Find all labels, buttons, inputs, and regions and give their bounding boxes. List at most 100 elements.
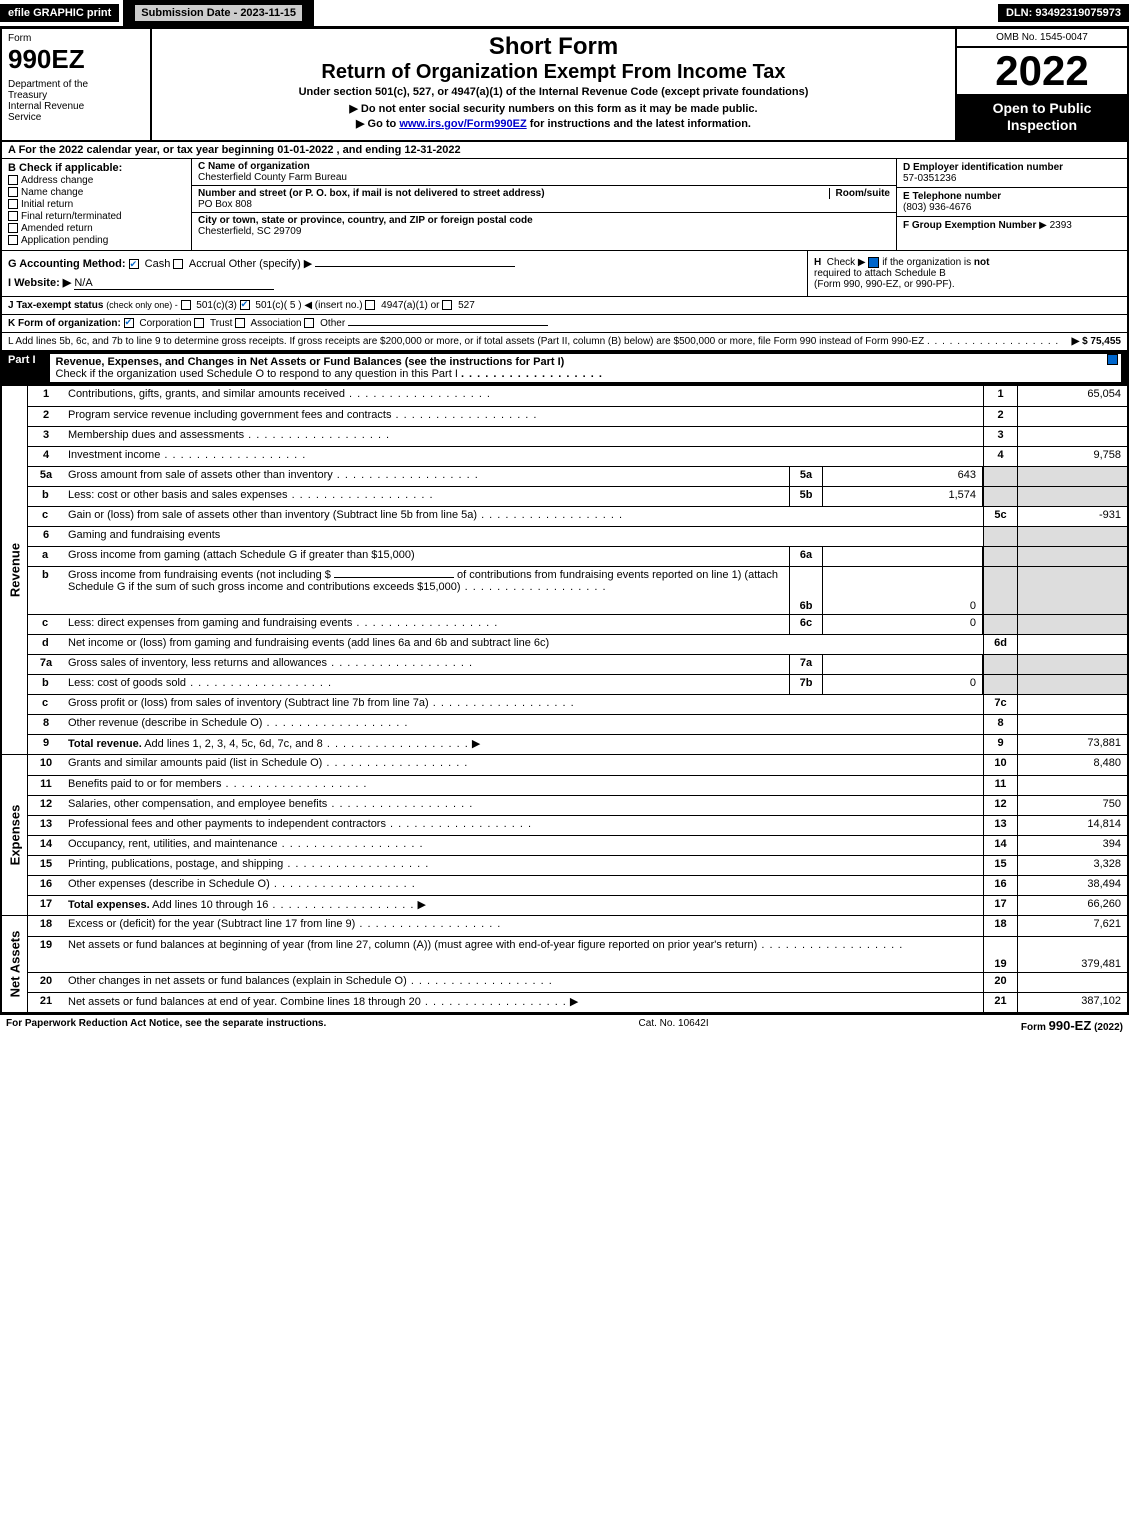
line-19: 19 Net assets or fund balances at beginn… bbox=[28, 936, 1127, 972]
k-label: K Form of organization: bbox=[8, 318, 121, 329]
top-bar: efile GRAPHIC print Submission Date - 20… bbox=[0, 0, 1129, 27]
h-text1: Check ▶ bbox=[827, 257, 866, 268]
line-6: 6 Gaming and fundraising events bbox=[28, 526, 1127, 546]
h-text2: if the organization is bbox=[882, 257, 971, 268]
line-6c: c Less: direct expenses from gaming and … bbox=[28, 614, 1127, 634]
cb-application-pending[interactable]: Application pending bbox=[8, 235, 185, 246]
g-label: G Accounting Method: bbox=[8, 258, 126, 270]
l-text: L Add lines 5b, 6c, and 7b to line 9 to … bbox=[8, 336, 924, 347]
line-l: L Add lines 5b, 6c, and 7b to line 9 to … bbox=[0, 333, 1129, 351]
cb-corporation[interactable] bbox=[124, 318, 134, 328]
dots-icon bbox=[927, 336, 1059, 347]
footer-right: Form 990-EZ (2022) bbox=[1021, 1018, 1123, 1033]
h-text4: (Form 990, 990-EZ, or 990-PF). bbox=[814, 279, 955, 290]
other-specify-input[interactable] bbox=[315, 266, 515, 267]
footer-center: Cat. No. 10642I bbox=[639, 1018, 709, 1033]
phone-label: E Telephone number bbox=[903, 191, 1001, 202]
open-public-badge: Open to Public Inspection bbox=[957, 94, 1127, 140]
cb-initial-return[interactable]: Initial return bbox=[8, 199, 185, 210]
line-6b: b Gross income from fundraising events (… bbox=[28, 566, 1127, 614]
line-10: 10 Grants and similar amounts paid (list… bbox=[28, 755, 1127, 775]
line-21: 21 Net assets or fund balances at end of… bbox=[28, 992, 1127, 1012]
l-value: ▶ $ 75,455 bbox=[1072, 336, 1121, 347]
revenue-section: Revenue 1 Contributions, gifts, grants, … bbox=[0, 386, 1129, 755]
city-value: Chesterfield, SC 29709 bbox=[198, 226, 301, 237]
org-name: Chesterfield County Farm Bureau bbox=[198, 172, 347, 183]
section-b-head: B Check if applicable: bbox=[8, 162, 185, 174]
line-17: 17 Total expenses. Add lines 10 through … bbox=[28, 895, 1127, 915]
phone-value: (803) 936-4676 bbox=[903, 202, 971, 213]
expenses-label: Expenses bbox=[2, 755, 28, 915]
line-7b: b Less: cost of goods sold 7b 0 bbox=[28, 674, 1127, 694]
line-13: 13 Professional fees and other payments … bbox=[28, 815, 1127, 835]
line-6d: d Net income or (loss) from gaming and f… bbox=[28, 634, 1127, 654]
efile-print-link[interactable]: efile GRAPHIC print bbox=[0, 4, 119, 22]
tax-year: 2022 bbox=[957, 48, 1127, 94]
cb-trust[interactable] bbox=[194, 318, 204, 328]
section-b: B Check if applicable: Address change Na… bbox=[2, 159, 192, 250]
name-label: C Name of organization bbox=[198, 161, 310, 172]
line-i: I Website: ▶ N/A bbox=[8, 276, 801, 290]
line-11: 11 Benefits paid to or for members 11 bbox=[28, 775, 1127, 795]
j-label: J Tax-exempt status bbox=[8, 300, 103, 311]
line-g: G Accounting Method: Cash Accrual Other … bbox=[8, 257, 801, 270]
net-assets-section: Net Assets 18 Excess or (deficit) for th… bbox=[0, 916, 1129, 1013]
cb-501c3[interactable] bbox=[181, 300, 191, 310]
cb-k-other[interactable] bbox=[304, 318, 314, 328]
j-sub: (check only one) - bbox=[106, 300, 178, 310]
line-5c: c Gain or (loss) from sale of assets oth… bbox=[28, 506, 1127, 526]
part-i-label: Part I bbox=[8, 354, 50, 382]
line-2: 2 Program service revenue including gove… bbox=[28, 406, 1127, 426]
street-value: PO Box 808 bbox=[198, 199, 252, 210]
cb-amended-return[interactable]: Amended return bbox=[8, 223, 185, 234]
ssn-notice: ▶ Do not enter social security numbers o… bbox=[160, 102, 947, 115]
line-3: 3 Membership dues and assessments 3 bbox=[28, 426, 1127, 446]
page-footer: For Paperwork Reduction Act Notice, see … bbox=[0, 1013, 1129, 1036]
goto-line: ▶ Go to www.irs.gov/Form990EZ for instru… bbox=[160, 117, 947, 130]
k-other-input[interactable] bbox=[348, 325, 548, 326]
section-c: C Name of organization Chesterfield Coun… bbox=[192, 159, 897, 250]
form-number: 990EZ bbox=[8, 44, 144, 75]
street-label: Number and street (or P. O. box, if mail… bbox=[198, 188, 545, 199]
info-def: D Employer identification number 57-0351… bbox=[897, 159, 1127, 250]
cb-accrual[interactable] bbox=[173, 259, 183, 269]
omb-number: OMB No. 1545-0047 bbox=[957, 29, 1127, 48]
net-assets-label: Net Assets bbox=[2, 916, 28, 1012]
header-right: OMB No. 1545-0047 2022 Open to Public In… bbox=[957, 29, 1127, 140]
h-checkbox[interactable] bbox=[868, 257, 879, 268]
cb-name-change[interactable]: Name change bbox=[8, 187, 185, 198]
group-exemption-value: ▶ 2393 bbox=[1039, 220, 1072, 231]
cb-cash[interactable] bbox=[129, 259, 139, 269]
i-label: I Website: ▶ bbox=[8, 277, 71, 289]
h-text3: required to attach Schedule B bbox=[814, 268, 946, 279]
line-j: J Tax-exempt status (check only one) - 5… bbox=[0, 297, 1129, 315]
short-form-title: Short Form bbox=[160, 33, 947, 61]
line-9: 9 Total revenue. Add lines 1, 2, 3, 4, 5… bbox=[28, 734, 1127, 754]
6b-amount-input[interactable] bbox=[334, 577, 454, 578]
line-4: 4 Investment income 4 9,758 bbox=[28, 446, 1127, 466]
part-i-title: Revenue, Expenses, and Changes in Net As… bbox=[50, 354, 1103, 382]
cb-final-return[interactable]: Final return/terminated bbox=[8, 211, 185, 222]
section-a: A For the 2022 calendar year, or tax yea… bbox=[0, 142, 1129, 159]
info-cde: C Name of organization Chesterfield Coun… bbox=[192, 159, 1127, 250]
line-8: 8 Other revenue (describe in Schedule O)… bbox=[28, 714, 1127, 734]
goto-post: for instructions and the latest informat… bbox=[527, 118, 751, 130]
part-i-check[interactable] bbox=[1103, 354, 1121, 382]
submission-date-text: Submission Date - 2023-11-15 bbox=[135, 5, 302, 21]
dots-icon bbox=[461, 368, 603, 380]
group-exemption-label: F Group Exemption Number bbox=[903, 220, 1036, 231]
cb-4947[interactable] bbox=[365, 300, 375, 310]
line-6a: a Gross income from gaming (attach Sched… bbox=[28, 546, 1127, 566]
dln-label: DLN: 93492319075973 bbox=[998, 4, 1129, 22]
under-section: Under section 501(c), 527, or 4947(a)(1)… bbox=[160, 86, 947, 98]
cb-501c[interactable] bbox=[240, 300, 250, 310]
line-k: K Form of organization: Corporation Trus… bbox=[0, 315, 1129, 333]
return-title: Return of Organization Exempt From Incom… bbox=[160, 61, 947, 84]
line-18: 18 Excess or (deficit) for the year (Sub… bbox=[28, 916, 1127, 936]
goto-link[interactable]: www.irs.gov/Form990EZ bbox=[399, 118, 526, 130]
cb-527[interactable] bbox=[442, 300, 452, 310]
cb-address-change[interactable]: Address change bbox=[8, 175, 185, 186]
line-14: 14 Occupancy, rent, utilities, and maint… bbox=[28, 835, 1127, 855]
cb-association[interactable] bbox=[235, 318, 245, 328]
line-h: H Check ▶ if the organization is not req… bbox=[807, 251, 1127, 296]
